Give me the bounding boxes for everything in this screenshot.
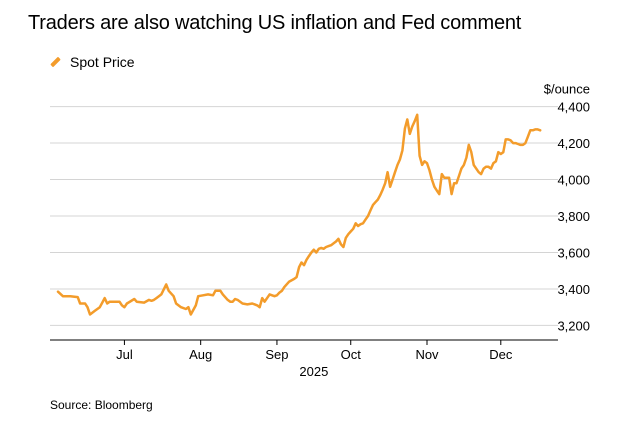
y-tick-label: 3,200: [557, 318, 590, 333]
y-tick-label: 3,400: [557, 282, 590, 297]
y-tick-label: 3,800: [557, 209, 590, 224]
legend: Spot Price: [50, 54, 135, 70]
x-axis-ticks: Jul Aug Sep Oct Nov Dec: [116, 340, 513, 362]
chart-title: Traders are also watching US inflation a…: [28, 12, 522, 34]
y-tick-label: 3,600: [557, 245, 590, 260]
x-tick-label: Jul: [116, 347, 133, 362]
x-tick-label: Dec: [489, 347, 513, 362]
x-tick-label: Aug: [189, 347, 212, 362]
legend-label-spot-price: Spot Price: [70, 54, 135, 70]
y-tick-label: 4,000: [557, 173, 590, 188]
y-tick-label: 4,200: [557, 136, 590, 151]
source-note: Source: Bloomberg: [50, 398, 153, 412]
series-line-spot-price: [56, 113, 542, 316]
x-tick-label: Oct: [341, 347, 362, 362]
x-tick-label: Sep: [265, 347, 288, 362]
x-tick-label: Nov: [415, 347, 439, 362]
gridlines: [50, 106, 558, 326]
y-axis-unit-label: $/ounce: [544, 82, 590, 97]
y-tick-label: 4,400: [557, 100, 590, 115]
x-axis-year-label: 2025: [299, 364, 328, 379]
y-axis-ticks: 3,200 3,400 3,600 3,800 4,000 4,200 4,400: [557, 100, 590, 334]
